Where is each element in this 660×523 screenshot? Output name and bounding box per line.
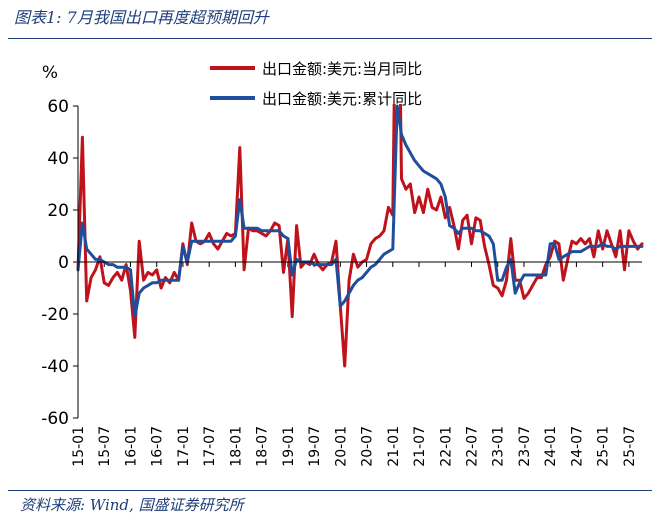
title-divider [8,38,652,39]
x-tick-label: 18-01 [228,426,244,467]
x-tick-label: 18-07 [255,426,271,467]
x-tick-label: 22-07 [464,426,480,467]
y-tick-label: -40 [41,357,69,377]
x-tick-label: 23-07 [517,426,533,467]
x-tick-label: 20-01 [333,426,349,467]
page-title: 图表1: 7月我国出口再度超预期回升 [14,8,269,27]
x-tick-label: 24-07 [569,426,585,467]
y-axis: -60 -40 -20 0 20 40 60 [41,97,78,429]
series-layer [76,104,644,368]
axes [77,106,642,418]
legend-label: 出口金额:美元:累计同比 [262,90,422,108]
legend-label: 出口金额:美元:当月同比 [262,60,422,78]
series-monthly-yoy-line [76,104,644,368]
y-tick-label: 40 [47,149,69,169]
x-tick-label: 19-07 [307,426,323,467]
source-note: 资料来源: Wind, 国盛证券研究所 [20,496,244,514]
x-tick-label: 17-07 [202,426,218,467]
x-tick-label: 19-01 [281,426,297,467]
x-tick-label: 15-07 [97,426,113,467]
x-tick-label: 17-01 [176,426,192,467]
x-tick-label: 21-07 [412,426,428,467]
x-tick-label: 21-01 [386,426,402,467]
x-tick-label: 22-01 [438,426,454,467]
footer-divider [8,490,652,491]
y-tick-label: 60 [47,97,69,117]
x-tick-label: 25-07 [622,426,638,467]
x-tick-label: 16-01 [123,426,139,467]
x-tick-label: 23-01 [491,426,507,467]
y-tick-label: 20 [47,201,69,221]
x-tick-label: 20-07 [360,426,376,467]
y-axis-unit: % [42,63,58,83]
series-cumulative-yoy-line [76,104,644,319]
x-tick-label: 24-01 [543,426,559,467]
y-tick-label: -60 [41,409,69,429]
x-tick-label: 25-01 [596,426,612,467]
x-tick-label: 15-01 [71,426,87,467]
x-tick-label: 16-07 [150,426,166,467]
x-axis: 15-01 15-07 16-01 16-07 17-01 17-07 18-01 18-07… [71,262,638,467]
y-tick-label: 0 [58,253,69,273]
y-tick-label: -20 [41,305,69,325]
